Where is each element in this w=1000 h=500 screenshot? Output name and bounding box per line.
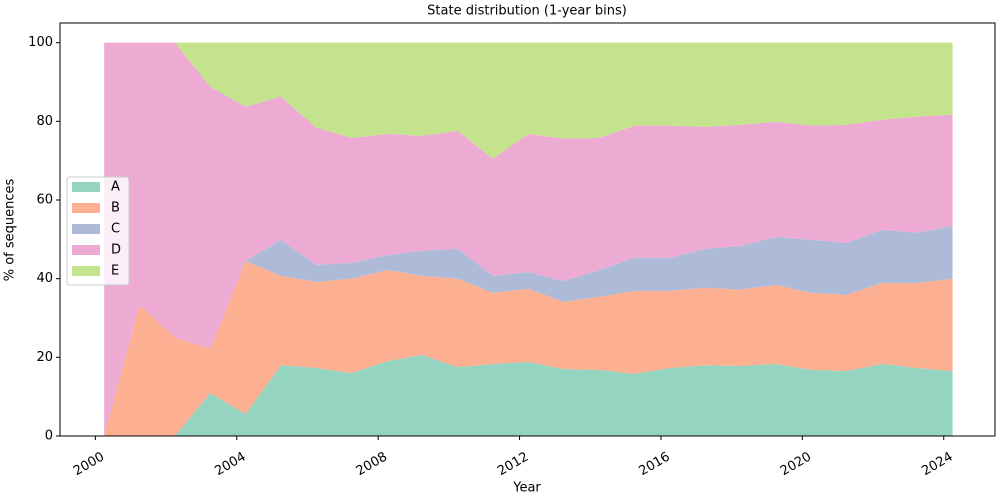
y-axis-label: % of sequences: [3, 178, 18, 281]
plot-frame: [59, 22, 996, 437]
chart-title: State distribution (1-year bins): [427, 4, 627, 19]
area: [104, 354, 953, 436]
x-axis-label: Year: [512, 481, 541, 496]
area: [104, 42, 953, 159]
x-tick-label: 2000: [71, 450, 107, 480]
legend-swatch: [72, 182, 100, 192]
x-tick-label: 2020: [778, 450, 814, 480]
y-tick-label: 60: [36, 193, 53, 208]
legend-swatch: [72, 266, 100, 276]
y-tick-label: 20: [36, 350, 53, 365]
legend-swatch: [72, 245, 100, 255]
legend-label: A: [111, 180, 120, 195]
legend-swatch: [72, 224, 100, 234]
legend-swatch: [72, 203, 100, 213]
y-tick-label: 40: [36, 271, 53, 286]
y-tick-label: 100: [28, 35, 53, 50]
x-tick-label: 2012: [495, 450, 531, 480]
legend-label: B: [111, 201, 120, 216]
x-tick-label: 2016: [637, 450, 673, 480]
legend-label: E: [111, 264, 119, 279]
x-tick-label: 2008: [354, 450, 390, 480]
area: [104, 42, 953, 437]
legend-label: C: [111, 222, 120, 237]
legend-label: D: [111, 243, 121, 258]
y-tick-label: 80: [36, 114, 53, 129]
x-tick-label: 2004: [212, 450, 248, 480]
area: [104, 225, 953, 436]
x-tick-label: 2024: [919, 450, 955, 480]
y-tick-label: 0: [45, 429, 53, 444]
area: [104, 260, 953, 436]
